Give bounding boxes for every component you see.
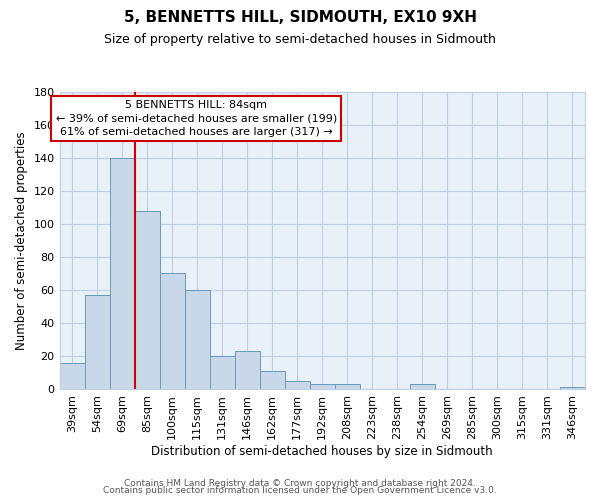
Bar — [335, 384, 360, 389]
Bar — [235, 351, 260, 389]
Bar — [85, 295, 110, 389]
Text: 5, BENNETTS HILL, SIDMOUTH, EX10 9XH: 5, BENNETTS HILL, SIDMOUTH, EX10 9XH — [124, 10, 476, 25]
Bar — [134, 210, 160, 389]
Text: Size of property relative to semi-detached houses in Sidmouth: Size of property relative to semi-detach… — [104, 32, 496, 46]
Text: Contains HM Land Registry data © Crown copyright and database right 2024.: Contains HM Land Registry data © Crown c… — [124, 478, 476, 488]
Bar — [310, 384, 335, 389]
Text: 5 BENNETTS HILL: 84sqm
← 39% of semi-detached houses are smaller (199)
61% of se: 5 BENNETTS HILL: 84sqm ← 39% of semi-det… — [56, 100, 337, 137]
Bar — [560, 388, 585, 389]
Bar — [260, 371, 285, 389]
Bar — [410, 384, 435, 389]
Bar — [285, 381, 310, 389]
Text: Contains public sector information licensed under the Open Government Licence v3: Contains public sector information licen… — [103, 486, 497, 495]
Y-axis label: Number of semi-detached properties: Number of semi-detached properties — [15, 131, 28, 350]
Bar — [160, 274, 185, 389]
Bar — [185, 290, 209, 389]
Bar — [59, 362, 85, 389]
Bar — [110, 158, 134, 389]
X-axis label: Distribution of semi-detached houses by size in Sidmouth: Distribution of semi-detached houses by … — [151, 444, 493, 458]
Bar — [209, 356, 235, 389]
